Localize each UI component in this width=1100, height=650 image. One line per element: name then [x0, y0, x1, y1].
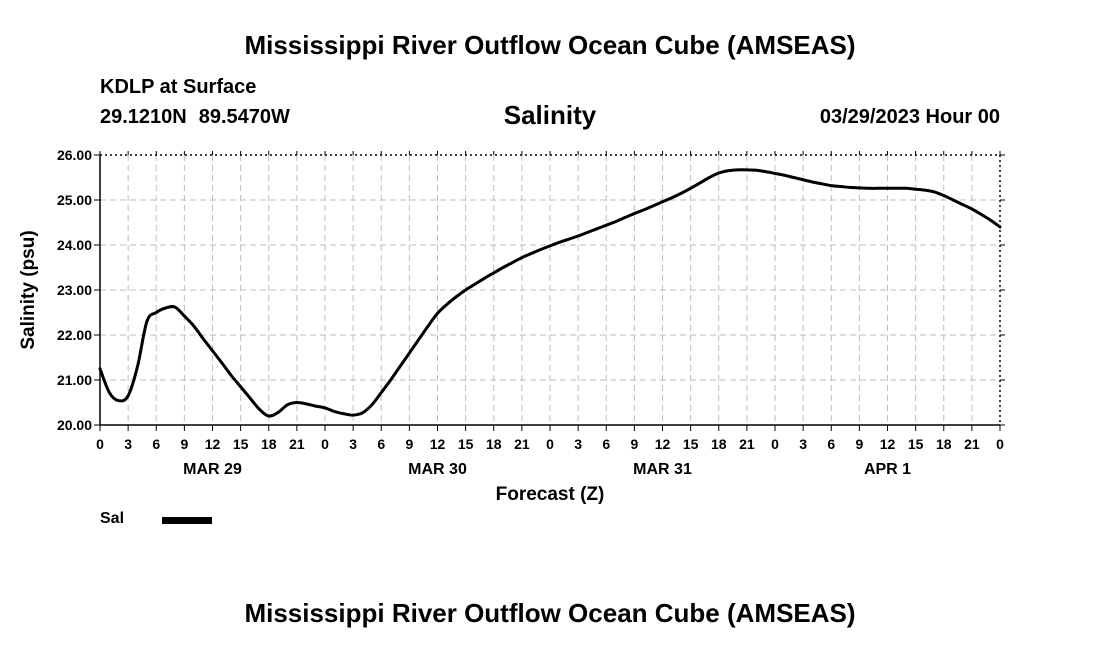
x-tick-label: 0 [771, 436, 779, 452]
x-tick-label: 6 [827, 436, 835, 452]
y-tick-label: 22.00 [57, 327, 92, 343]
x-tick-label: 9 [630, 436, 638, 452]
day-label: MAR 30 [408, 461, 467, 478]
x-tick-label: 12 [205, 436, 221, 452]
x-tick-label: 18 [486, 436, 502, 452]
x-tick-label: 15 [458, 436, 474, 452]
page-title: Mississippi River Outflow Ocean Cube (AM… [244, 30, 856, 60]
x-tick-label: 18 [936, 436, 952, 452]
longitude-label: 89.5470W [198, 106, 290, 128]
x-tick-label: 3 [799, 436, 807, 452]
x-tick-label: 12 [880, 436, 896, 452]
x-tick-label: 21 [739, 436, 755, 452]
y-tick-label: 21.00 [57, 372, 92, 388]
x-tick-label: 3 [349, 436, 357, 452]
x-tick-label: 0 [546, 436, 554, 452]
x-tick-label: 15 [233, 436, 249, 452]
coordinates: 29.1210N 89.5470W [100, 106, 290, 129]
x-tick-label: 21 [514, 436, 530, 452]
latitude-label: 29.1210N [100, 106, 187, 128]
legend-swatch [162, 517, 212, 524]
x-tick-label: 6 [602, 436, 610, 452]
x-tick-label: 15 [683, 436, 699, 452]
x-tick-label: 9 [405, 436, 413, 452]
chart-title: Salinity [503, 100, 597, 130]
x-tick-label: 3 [574, 436, 582, 452]
x-tick-label: 6 [152, 436, 160, 452]
x-tick-label: 15 [908, 436, 924, 452]
y-tick-label: 20.00 [57, 417, 92, 433]
day-label: MAR 29 [183, 461, 242, 478]
x-tick-label: 3 [124, 436, 132, 452]
x-tick-label: 9 [855, 436, 863, 452]
x-tick-label: 18 [711, 436, 727, 452]
x-tick-label: 0 [996, 436, 1004, 452]
x-tick-label: 9 [180, 436, 188, 452]
y-tick-label: 26.00 [57, 147, 92, 163]
series-line-sal [98, 168, 1002, 418]
x-axis-title: Forecast (Z) [496, 484, 605, 505]
x-tick-label: 12 [430, 436, 446, 452]
y-tick-label: 23.00 [57, 282, 92, 298]
x-tick-label: 0 [96, 436, 104, 452]
y-tick-label: 24.00 [57, 237, 92, 253]
x-tick-label: 0 [321, 436, 329, 452]
x-tick-label: 12 [655, 436, 671, 452]
footer-title: Mississippi River Outflow Ocean Cube (AM… [244, 598, 856, 628]
x-tick-label: 18 [261, 436, 277, 452]
day-label: APR 1 [864, 461, 911, 478]
x-tick-label: 6 [377, 436, 385, 452]
y-axis-title: Salinity (psu) [18, 230, 39, 349]
run-date-label: 03/29/2023 Hour 00 [819, 106, 1000, 128]
location-name: KDLP at Surface [100, 76, 257, 98]
x-tick-label: 21 [964, 436, 980, 452]
day-label: MAR 31 [633, 461, 692, 478]
y-tick-label: 25.00 [57, 192, 92, 208]
legend-label: Sal [100, 510, 125, 527]
x-tick-label: 21 [289, 436, 305, 452]
